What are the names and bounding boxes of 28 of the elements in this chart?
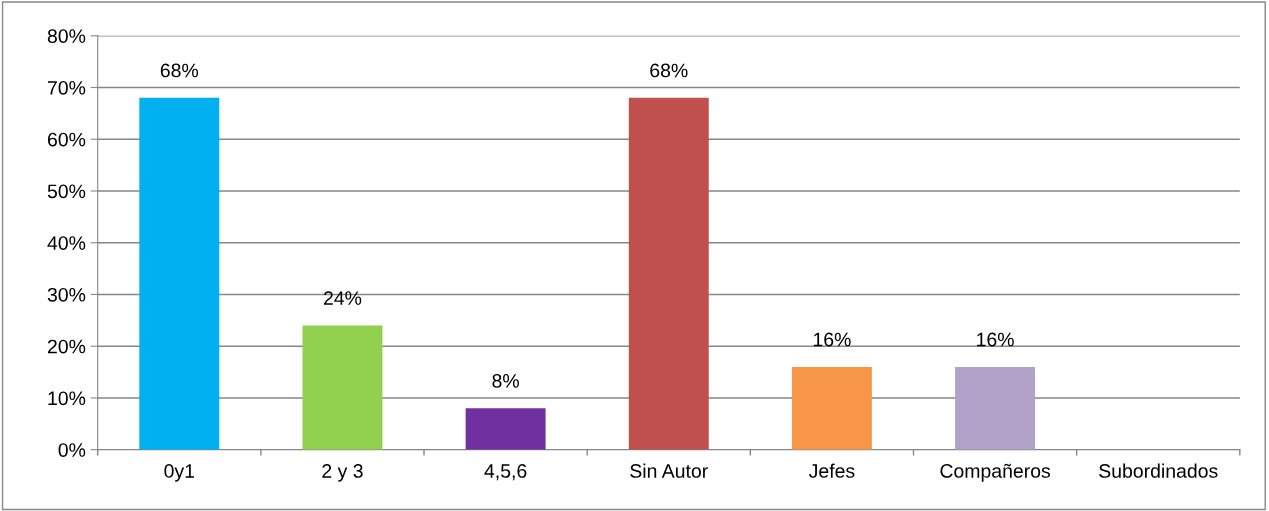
data-label: 16% — [813, 332, 851, 347]
x-tick-label: 4,5,6 — [484, 464, 527, 481]
y-tick-label: 0% — [58, 443, 86, 457]
data-label: 24% — [323, 291, 362, 305]
y-tick-label: 40% — [47, 236, 86, 250]
x-tick-label: 2 y 3 — [322, 464, 363, 482]
y-tick-label: 50% — [47, 184, 86, 199]
y-tick-label: 60% — [47, 132, 86, 147]
data-label: 68% — [650, 63, 688, 78]
bar — [139, 97, 220, 450]
y-tick-label: 10% — [48, 391, 86, 406]
data-label: 16% — [977, 332, 1014, 347]
x-tick-label: Subordinados — [1099, 463, 1218, 478]
bar — [465, 408, 546, 450]
y-tick-label: 20% — [47, 339, 86, 354]
bar — [302, 325, 383, 450]
data-label: 68% — [160, 63, 199, 78]
x-tick-label: Jefes — [808, 463, 855, 478]
x-tick-label: Sin Autor — [630, 463, 708, 478]
x-tick-label: Compañeros — [940, 463, 1051, 482]
x-tick-label: 0y1 — [164, 464, 195, 482]
bar — [628, 97, 709, 450]
bar — [955, 366, 1036, 450]
y-tick-label: 80% — [47, 29, 86, 44]
bar — [791, 366, 872, 450]
y-tick-label: 70% — [47, 80, 86, 95]
y-tick-label: 30% — [47, 287, 86, 302]
data-label: 8% — [492, 374, 519, 388]
